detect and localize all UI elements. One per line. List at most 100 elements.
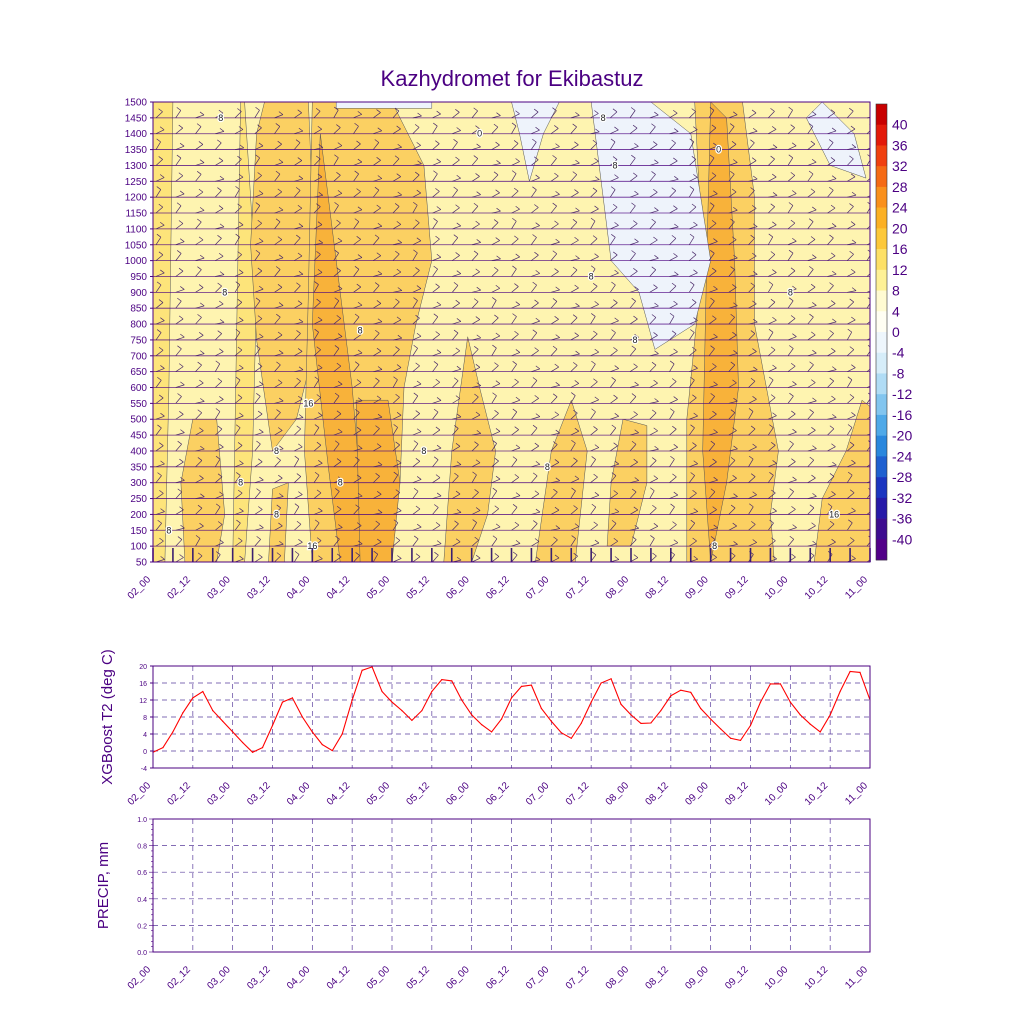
wind-barb	[295, 139, 301, 143]
wind-barb	[179, 411, 184, 415]
heatmap-y-tick-label: 700	[130, 351, 147, 362]
wind-barb	[215, 524, 223, 531]
wind-barb	[511, 411, 518, 420]
t2-y-tick-label: 12	[139, 698, 147, 705]
wind-barb	[495, 284, 500, 289]
wind-barb	[234, 445, 243, 452]
wind-barb	[671, 330, 677, 335]
wind-barb	[234, 129, 244, 135]
wind-barb	[573, 409, 578, 414]
wind-barb	[750, 234, 755, 239]
wind-barb	[199, 302, 205, 307]
wind-barb	[728, 507, 736, 515]
wind-barb	[511, 221, 517, 230]
wind-barb	[197, 218, 202, 223]
wind-barb	[711, 220, 717, 224]
wind-barb	[254, 539, 261, 547]
wind-barb	[689, 367, 698, 372]
wind-barb	[532, 472, 538, 477]
colorbar-swatch	[876, 249, 887, 271]
wind-barb	[570, 239, 579, 246]
wind-barb	[376, 347, 382, 352]
wind-barb	[298, 175, 304, 180]
wind-barb	[554, 459, 560, 463]
wind-barb	[669, 102, 670, 103]
precip-x-tick-label: 05_12	[405, 964, 433, 992]
wind-barb	[610, 186, 616, 190]
wind-barb	[392, 492, 401, 499]
wind-barb	[633, 220, 638, 224]
wind-barb	[653, 284, 658, 288]
wind-barb	[353, 364, 360, 372]
wind-barb	[593, 330, 598, 335]
heatmap-x-tick-label: 09_00	[683, 574, 711, 602]
wind-barb	[214, 142, 222, 150]
t2-point	[600, 682, 602, 684]
wind-barb	[294, 494, 303, 499]
wind-barb	[392, 540, 401, 547]
wind-barb	[475, 507, 481, 511]
heatmap-y-tick-label: 1400	[125, 129, 148, 140]
wind-barb	[590, 102, 591, 103]
wind-barb	[474, 393, 479, 398]
wind-barb	[234, 415, 244, 420]
wind-barb	[432, 459, 439, 468]
wind-barb	[575, 159, 580, 164]
wind-barb	[531, 159, 539, 166]
wind-barb	[314, 471, 320, 476]
wind-barb	[258, 238, 264, 242]
wind-barb	[768, 510, 777, 515]
colorbar-label: -36	[892, 511, 912, 527]
wind-barb	[179, 190, 185, 195]
wind-barb	[651, 314, 657, 318]
precip-y-tick-label: 0.6	[137, 870, 147, 877]
heatmap-y-tick-label: 950	[130, 272, 147, 283]
wind-barb	[333, 556, 342, 562]
t2-point	[560, 732, 562, 734]
wind-barb	[274, 114, 284, 119]
wind-barb	[353, 543, 363, 547]
wind-barb	[831, 127, 837, 132]
wind-barb	[416, 142, 421, 146]
wind-barb	[594, 539, 600, 544]
wind-barb	[535, 413, 541, 417]
wind-barb	[530, 523, 538, 531]
wind-barb	[395, 441, 400, 446]
wind-barb	[357, 254, 363, 258]
wind-barb	[155, 523, 162, 531]
wind-barb	[492, 344, 497, 349]
wind-barb	[712, 458, 717, 463]
wind-barb	[689, 224, 698, 230]
wind-barb	[492, 440, 497, 444]
wind-barb	[693, 508, 698, 512]
wind-barb	[511, 447, 521, 452]
wind-barb	[334, 297, 339, 302]
wind-barb	[830, 157, 836, 161]
wind-barb	[689, 415, 698, 420]
wind-barb	[297, 395, 303, 400]
wind-barb	[276, 552, 282, 556]
wind-barb	[175, 509, 184, 515]
t2-point	[849, 670, 851, 673]
wind-barb	[334, 345, 340, 349]
colorbar-label: -28	[892, 469, 912, 485]
wind-barb	[552, 250, 557, 255]
wind-barb	[395, 489, 401, 493]
wind-barb	[396, 412, 402, 416]
wind-barb	[416, 380, 422, 385]
wind-barb	[215, 102, 216, 103]
wind-barb	[158, 108, 163, 113]
wind-barb	[669, 178, 679, 182]
wind-barb	[534, 299, 539, 304]
wind-barb	[454, 472, 459, 477]
wind-barb	[491, 347, 497, 356]
chart-title: Kazhydromet for Ekibastuz	[381, 66, 644, 91]
wind-barb	[259, 476, 264, 481]
wind-barb	[338, 95, 342, 98]
wind-barb	[610, 493, 618, 499]
wind-barb	[846, 110, 854, 119]
wind-barb	[669, 190, 677, 198]
wind-barb	[728, 525, 737, 531]
wind-barb	[294, 321, 304, 325]
wind-barb	[831, 348, 836, 352]
